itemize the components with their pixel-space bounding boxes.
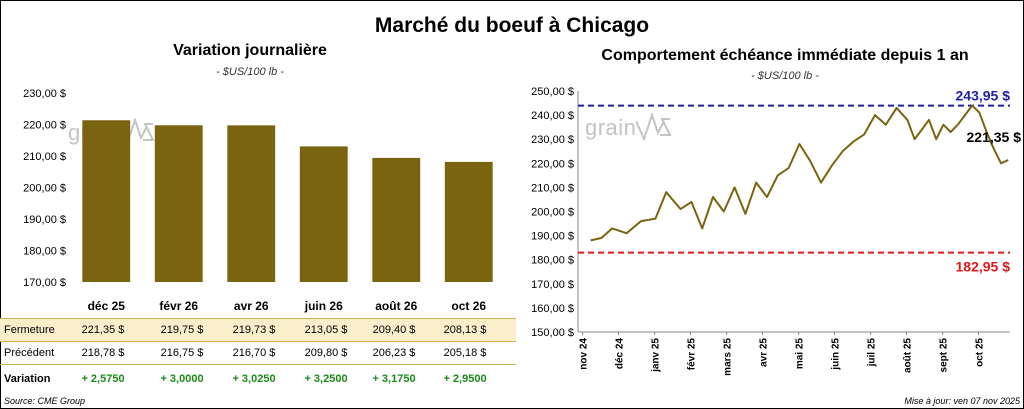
y-tick-label: 210,00 $ (23, 151, 66, 163)
bar-chart: 170,00 $ 180,00 $ 190,00 $ 200,00 $ 210,00 $… (23, 88, 493, 313)
y-tick-label: 190,00 $ (531, 231, 574, 243)
y-tick-label: 170,00 $ (23, 277, 66, 289)
x-tick-label: juin 25 (831, 338, 842, 371)
x-tick-label: mai 25 (795, 338, 806, 370)
x-tick-label: févr 26 (159, 299, 198, 313)
y-tick-label: 230,00 $ (23, 88, 66, 100)
bar (299, 146, 348, 282)
right-chart-title: Comportement échéance immédiate depuis 1… (601, 47, 969, 64)
prev-label: Précédent (4, 347, 55, 359)
prev-cell: 216,70 $ (232, 347, 276, 359)
low-value-label: 182,95 $ (956, 259, 1011, 275)
y-tick-label: 220,00 $ (531, 158, 574, 170)
x-tick-label: mars 25 (723, 338, 734, 376)
close-label: Fermeture (4, 324, 55, 336)
bar (154, 125, 203, 282)
variation-label: Variation (4, 373, 51, 385)
x-tick-label: janv 25 (651, 338, 662, 373)
source-note: Source: CME Group (4, 396, 86, 406)
variation-cell: + 3,0250 (232, 373, 276, 385)
x-tick-label: sept 25 (939, 338, 950, 373)
x-tick-label: déc 24 (615, 338, 626, 370)
close-cell: 208,13 $ (443, 324, 487, 336)
x-tick-label: juil 25 (867, 338, 878, 368)
close-cell: 209,40 $ (372, 324, 416, 336)
x-tick-label: oct 25 (975, 338, 986, 367)
close-cell: 219,75 $ (160, 324, 204, 336)
x-tick-label: juin 26 (304, 299, 343, 313)
close-cell: 213,05 $ (304, 324, 348, 336)
page-title: Marché du boeuf à Chicago (374, 14, 650, 37)
variation-cell: + 2,5750 (81, 373, 125, 385)
high-value-label: 243,95 $ (956, 88, 1011, 104)
bar (444, 161, 493, 282)
x-tick-label: déc 25 (88, 299, 126, 313)
prev-cell: 218,78 $ (81, 347, 125, 359)
variation-cell: + 3,2500 (304, 373, 348, 385)
y-tick-label: 150,00 $ (531, 327, 574, 339)
last-value-label: 221,35 $ (967, 129, 1022, 145)
y-tick-label: 230,00 $ (531, 134, 574, 146)
y-tick-label: 250,00 $ (531, 86, 574, 98)
left-chart-unit: - $US/100 lb - (216, 66, 284, 78)
prev-cell: 209,80 $ (304, 347, 348, 359)
table-row-variation: Variation + 2,5750 + 3,0000 + 3,0250 + 3… (0, 368, 516, 390)
y-tick-label: 180,00 $ (531, 255, 574, 267)
left-chart-title: Variation journalière (173, 42, 327, 59)
bar (227, 125, 276, 283)
x-tick-label: août 26 (375, 299, 417, 313)
x-tick-label: oct 26 (451, 299, 486, 313)
y-tick-label: 170,00 $ (531, 279, 574, 291)
prev-cell: 206,23 $ (372, 347, 416, 359)
bar (372, 157, 421, 282)
y-tick-label: 210,00 $ (531, 182, 574, 194)
y-tick-label: 240,00 $ (531, 110, 574, 122)
update-note: Mise à jour: ven 07 nov 2025 (904, 396, 1020, 406)
y-tick-label: 180,00 $ (23, 246, 66, 258)
y-tick-label: 200,00 $ (531, 207, 574, 219)
x-tick-label: févr 25 (687, 338, 698, 371)
variation-cell: + 2,9500 (443, 373, 487, 385)
bar (82, 120, 131, 282)
prev-cell: 216,75 $ (160, 347, 204, 359)
watermark-logo-right: grain (585, 111, 673, 142)
price-line (590, 104, 1009, 242)
prev-cell: 205,18 $ (443, 347, 487, 359)
x-tick-label: avr 25 (759, 338, 770, 367)
x-tick-label: avr 26 (234, 299, 269, 313)
right-chart-unit: - $US/100 lb - (751, 70, 819, 82)
close-cell: 219,73 $ (232, 324, 276, 336)
y-tick-label: 220,00 $ (23, 120, 66, 132)
variation-cell: + 3,1750 (372, 373, 416, 385)
y-tick-label: 190,00 $ (23, 214, 66, 226)
variation-cell: + 3,0000 (160, 373, 204, 385)
table-row-close: Fermeture 221,35 $ 219,75 $ 219,73 $ 213… (0, 318, 516, 342)
y-tick-label: 160,00 $ (531, 303, 574, 315)
table-row-prev: Précédent 218,78 $ 216,75 $ 216,70 $ 209… (0, 342, 516, 365)
x-tick-label: nov 24 (579, 338, 590, 370)
close-cell: 221,35 $ (81, 324, 125, 336)
y-tick-label: 200,00 $ (23, 183, 66, 195)
x-tick-label: août 25 (903, 338, 914, 373)
